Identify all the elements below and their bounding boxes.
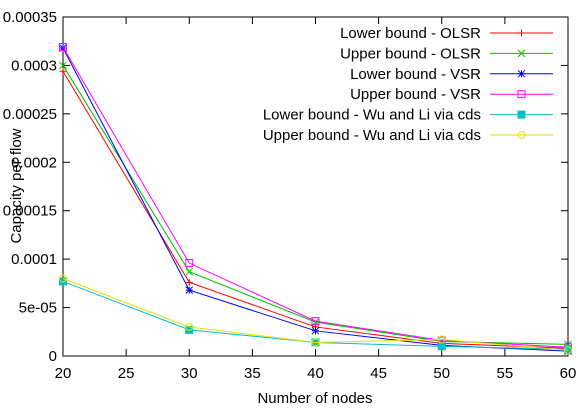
y-axis-title: Capacity per flow <box>8 128 25 243</box>
y-tick-label: 0.0001 <box>11 251 57 268</box>
x-tick-label: 20 <box>55 365 72 382</box>
marker-stroke <box>517 49 526 58</box>
marker-stroke <box>517 69 526 78</box>
series-line <box>62 47 569 352</box>
legend-item: Lower bound - OLSR <box>340 25 553 42</box>
x-tick-label: 25 <box>118 365 135 382</box>
legend-item: Upper bound - VSR <box>350 86 553 103</box>
y-tick-label: 0.0002 <box>11 154 57 171</box>
marker-stroke <box>185 286 194 294</box>
marker-stroke <box>185 267 194 276</box>
series-group <box>59 44 572 356</box>
legend-label: Upper bound - Wu and Li via cds <box>263 127 481 144</box>
marker-open-circle <box>564 346 572 355</box>
x-tick-label: 60 <box>560 365 576 382</box>
legend-label: Lower bound - VSR <box>350 66 481 83</box>
x-tick-label: 35 <box>244 365 261 382</box>
x-tick-label: 45 <box>370 365 387 382</box>
marker-filled-square <box>59 277 67 286</box>
legend-label: Upper bound - VSR <box>350 86 481 103</box>
marker-cross <box>59 61 67 70</box>
marker-open-square <box>311 317 320 326</box>
marker-filled-square <box>185 325 194 334</box>
plot-frame <box>62 16 569 357</box>
marker-star <box>185 286 194 294</box>
marker-open-circle <box>185 322 194 331</box>
legend: Lower bound - OLSR Upper bound - OLSR Lowe… <box>263 25 553 144</box>
legend-item: Upper bound - OLSR <box>340 45 553 62</box>
legend-item: Upper bound - Wu and Li via cds <box>263 127 553 144</box>
marker-open-circle <box>437 335 446 344</box>
marker-cross <box>517 49 526 58</box>
legend-item: Lower bound - Wu and Li via cds <box>263 107 553 124</box>
marker-plus <box>59 67 67 75</box>
y-tick-label: 0.00035 <box>3 9 57 26</box>
series-group <box>59 274 572 355</box>
marker-star <box>517 69 526 78</box>
marker-open-circle <box>517 131 526 139</box>
legend-label: Lower bound - Wu and Li via cds <box>263 107 481 124</box>
x-tick-label: 40 <box>307 365 324 382</box>
x-tick-label: 50 <box>433 365 450 382</box>
marker-plus <box>185 278 193 286</box>
marker-open-circle <box>311 338 320 347</box>
axis-ticks: 20 25 30 35 40 45 50 55 60 0 5e-05 0.0001 0.00015 0.0… <box>3 9 576 382</box>
series-group <box>59 43 572 352</box>
legend-label: Lower bound - OLSR <box>340 25 481 42</box>
y-tick-label: 0.00015 <box>3 203 57 220</box>
marker-filled-square <box>517 110 526 119</box>
marker-filled-square <box>437 342 446 351</box>
marker-open-square <box>517 90 526 99</box>
marker-open-circle <box>59 274 67 283</box>
y-tick-label: 5e-05 <box>19 300 57 317</box>
series-line <box>62 278 569 351</box>
x-tick-label: 55 <box>497 365 514 382</box>
legend-item: Lower bound - VSR <box>350 66 553 83</box>
y-tick-label: 0.00025 <box>3 106 57 123</box>
marker-open-square <box>59 43 67 52</box>
x-axis-title: Number of nodes <box>257 390 372 407</box>
marker-stroke <box>311 326 320 335</box>
marker-star <box>311 326 320 335</box>
y-tick-label: 0.0003 <box>11 57 57 74</box>
series-group <box>59 277 572 354</box>
x-tick-label: 30 <box>181 365 198 382</box>
series-group <box>59 61 572 349</box>
marker-plus <box>518 29 525 37</box>
marker-cross <box>185 267 194 276</box>
series-layer <box>59 43 572 356</box>
y-tick-label: 0 <box>49 348 57 365</box>
legend-label: Upper bound - OLSR <box>340 45 481 62</box>
marker-stroke <box>59 61 67 70</box>
marker-open-square <box>185 259 194 268</box>
